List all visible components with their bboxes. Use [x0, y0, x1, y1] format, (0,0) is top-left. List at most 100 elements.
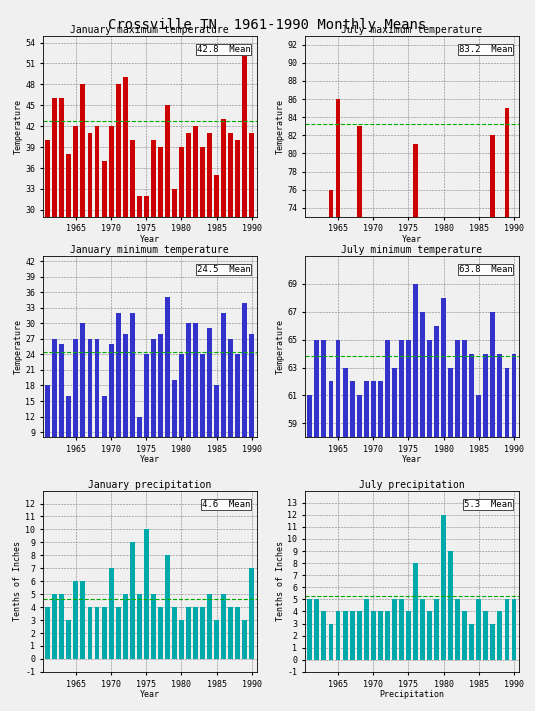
Bar: [406, 316, 411, 711]
Bar: [158, 607, 163, 659]
Bar: [73, 582, 78, 659]
Bar: [484, 326, 488, 711]
Bar: [413, 563, 418, 660]
Bar: [511, 289, 516, 711]
Bar: [116, 85, 120, 419]
Text: 63.8  Mean: 63.8 Mean: [459, 265, 513, 274]
Bar: [172, 380, 177, 479]
Bar: [52, 339, 57, 479]
Bar: [491, 311, 495, 711]
Bar: [158, 333, 163, 479]
Bar: [186, 133, 191, 419]
Bar: [441, 262, 446, 711]
Bar: [328, 382, 333, 711]
X-axis label: Year: Year: [402, 455, 422, 464]
Bar: [308, 395, 312, 711]
Bar: [95, 339, 100, 479]
Y-axis label: Temperature: Temperature: [13, 319, 22, 374]
Bar: [186, 324, 191, 479]
Bar: [476, 289, 482, 711]
Bar: [137, 417, 142, 479]
Bar: [455, 599, 460, 660]
Bar: [484, 353, 488, 711]
Bar: [137, 594, 142, 659]
Bar: [413, 284, 418, 711]
Bar: [427, 326, 432, 711]
Bar: [200, 147, 205, 419]
Bar: [95, 607, 100, 659]
Bar: [59, 344, 64, 479]
Bar: [130, 542, 135, 659]
Bar: [357, 611, 362, 660]
Bar: [378, 611, 383, 660]
Bar: [73, 127, 78, 419]
Bar: [172, 607, 177, 659]
Bar: [52, 98, 57, 419]
Bar: [80, 85, 86, 419]
Bar: [350, 308, 355, 711]
Bar: [434, 308, 439, 711]
Bar: [123, 77, 128, 419]
Bar: [342, 368, 348, 711]
Bar: [193, 127, 198, 419]
Bar: [315, 599, 319, 660]
Bar: [385, 611, 390, 660]
Bar: [235, 354, 240, 479]
Bar: [342, 289, 348, 711]
Bar: [165, 297, 170, 479]
Bar: [123, 594, 128, 659]
Bar: [315, 340, 319, 711]
Bar: [469, 299, 474, 711]
Text: 24.5  Mean: 24.5 Mean: [197, 265, 250, 274]
Bar: [385, 340, 390, 711]
Bar: [498, 353, 502, 711]
Bar: [491, 624, 495, 660]
Bar: [80, 582, 86, 659]
Bar: [59, 594, 64, 659]
Bar: [462, 340, 467, 711]
Bar: [200, 607, 205, 659]
Bar: [165, 105, 170, 419]
Bar: [242, 56, 247, 419]
Bar: [109, 568, 113, 659]
Bar: [116, 607, 120, 659]
Bar: [322, 340, 326, 711]
Bar: [144, 354, 149, 479]
Bar: [420, 311, 425, 711]
Bar: [45, 140, 50, 419]
Bar: [221, 594, 226, 659]
Bar: [511, 599, 516, 660]
Bar: [335, 340, 340, 711]
Bar: [469, 353, 474, 711]
Title: January precipitation: January precipitation: [88, 480, 211, 490]
Bar: [328, 624, 333, 660]
Bar: [498, 611, 502, 660]
Title: July precipitation: July precipitation: [359, 480, 465, 490]
Bar: [45, 607, 50, 659]
Bar: [378, 335, 383, 711]
Bar: [462, 611, 467, 660]
Bar: [179, 354, 184, 479]
Bar: [45, 385, 50, 479]
Bar: [448, 368, 453, 711]
Bar: [242, 620, 247, 659]
Y-axis label: Temperature: Temperature: [276, 99, 285, 154]
Bar: [249, 133, 254, 419]
Bar: [200, 354, 205, 479]
Bar: [207, 133, 212, 419]
Bar: [59, 98, 64, 419]
Bar: [228, 607, 233, 659]
Bar: [455, 340, 460, 711]
Bar: [505, 108, 509, 711]
Bar: [102, 161, 106, 419]
Bar: [235, 607, 240, 659]
Bar: [235, 140, 240, 419]
Bar: [441, 515, 446, 660]
Bar: [392, 308, 397, 711]
Bar: [144, 196, 149, 419]
Bar: [350, 611, 355, 660]
Text: 42.8  Mean: 42.8 Mean: [197, 45, 250, 53]
Bar: [434, 326, 439, 711]
Bar: [214, 620, 219, 659]
Bar: [179, 620, 184, 659]
